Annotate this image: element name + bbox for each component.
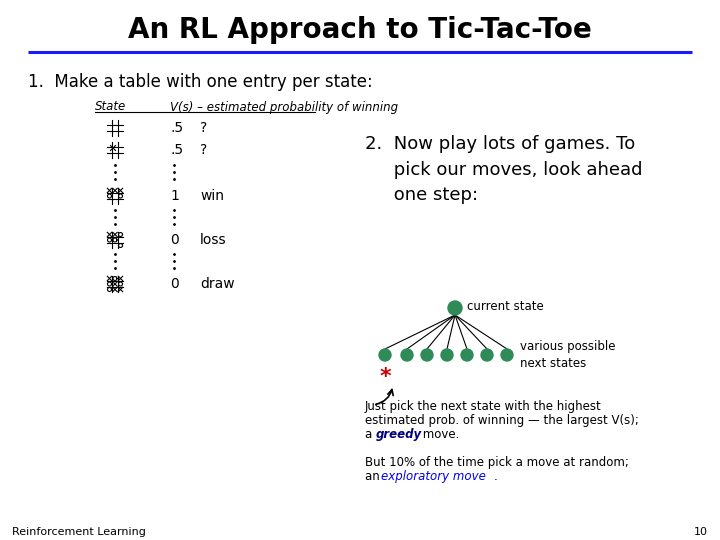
Text: .5: .5 [170,143,183,157]
Text: ?: ? [200,143,207,157]
Circle shape [461,349,473,361]
Text: Just pick the next state with the highest: Just pick the next state with the highes… [365,400,602,413]
Text: Reinforcement Learning: Reinforcement Learning [12,527,146,537]
Text: *: * [379,367,391,387]
Circle shape [481,349,493,361]
Text: greedy: greedy [376,428,422,441]
Text: various possible
next states: various possible next states [520,340,616,370]
Circle shape [441,349,453,361]
Text: exploratory move: exploratory move [381,470,486,483]
Text: An RL Approach to Tic-Tac-Toe: An RL Approach to Tic-Tac-Toe [128,16,592,44]
Text: ?: ? [200,121,207,135]
Text: loss: loss [200,233,227,247]
Text: estimated prob. of winning — the largest V(s);: estimated prob. of winning — the largest… [365,414,639,427]
Text: State: State [95,100,126,113]
Text: draw: draw [200,277,235,291]
Text: current state: current state [467,300,544,313]
Text: move.: move. [419,428,459,441]
FancyArrowPatch shape [376,389,393,404]
Circle shape [379,349,391,361]
Text: But 10% of the time pick a move at random;: But 10% of the time pick a move at rando… [365,456,629,469]
Text: 1.  Make a table with one entry per state:: 1. Make a table with one entry per state… [28,73,373,91]
Circle shape [448,301,462,315]
Text: V(s) – estimated probability of winning: V(s) – estimated probability of winning [170,100,398,113]
Text: .: . [494,470,498,483]
Text: an: an [365,470,384,483]
Text: 0: 0 [170,277,179,291]
Circle shape [501,349,513,361]
Text: 0: 0 [170,233,179,247]
Text: .5: .5 [170,121,183,135]
Text: a: a [365,428,376,441]
Circle shape [401,349,413,361]
Text: win: win [200,189,224,203]
Text: 10: 10 [694,527,708,537]
Circle shape [421,349,433,361]
Text: 2.  Now play lots of games. To
     pick our moves, look ahead
     one step:: 2. Now play lots of games. To pick our m… [365,135,642,205]
Text: 1: 1 [170,189,179,203]
